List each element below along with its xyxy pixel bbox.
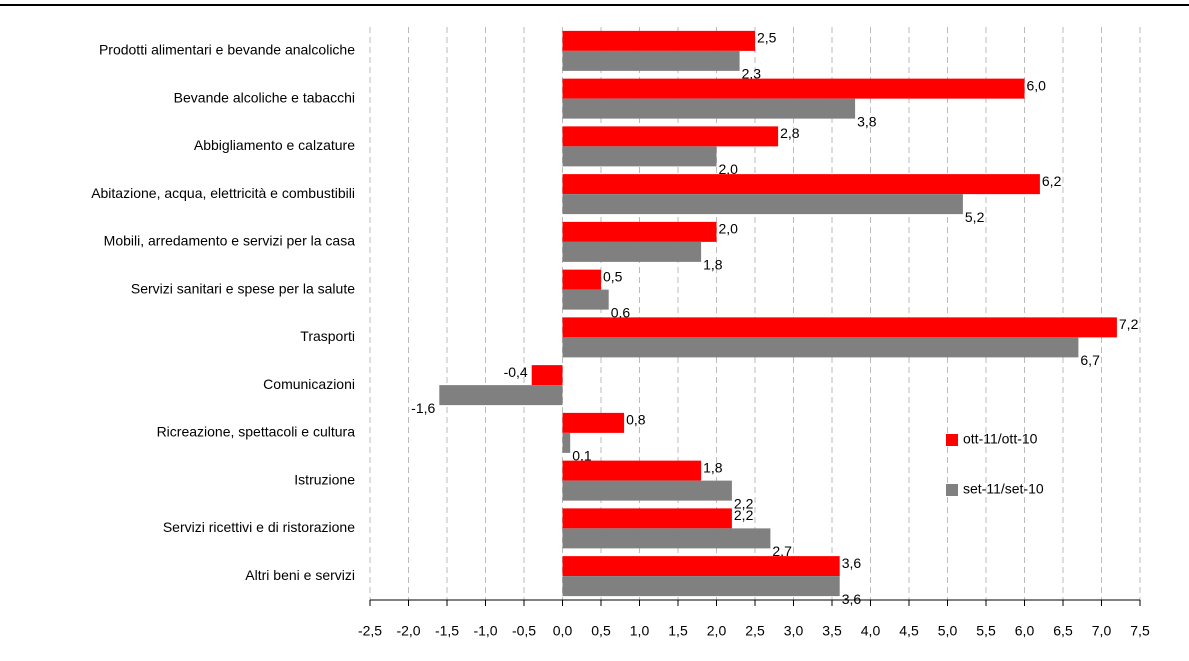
value-label: 6,0 [1027, 77, 1047, 93]
x-tick-label: 5,0 [938, 623, 958, 639]
value-label: 0,8 [626, 412, 646, 428]
category-label: Comunicazioni [263, 376, 355, 392]
value-label: 0,1 [572, 448, 592, 464]
category-label: Abitazione, acqua, elettricità e combust… [91, 185, 355, 201]
bar [562, 221, 717, 242]
x-tick-label: 7,0 [1092, 623, 1112, 639]
x-tick-label: 1,0 [630, 623, 650, 639]
bar [562, 337, 1079, 358]
x-tick-label: 7,5 [1130, 623, 1150, 639]
bar [562, 460, 702, 481]
category-label: Abbigliamento e calzature [194, 137, 355, 153]
value-label: 2,2 [734, 495, 754, 511]
value-label: 5,2 [965, 209, 985, 225]
bar [562, 556, 840, 577]
x-tick-label: 2,5 [745, 623, 765, 639]
value-label: 3,6 [842, 555, 862, 571]
bar [562, 174, 1040, 195]
category-label: Servizi ricettivi e di ristorazione [163, 519, 355, 535]
bar [562, 508, 732, 529]
bar [562, 317, 1117, 338]
x-tick-label: 3,5 [822, 623, 842, 639]
bar [562, 146, 717, 167]
value-label: 2,5 [757, 30, 777, 46]
category-label: Ricreazione, spettacoli e cultura [157, 424, 356, 440]
category-label: Bevande alcoliche e tabacchi [174, 89, 355, 105]
value-label: 1,8 [703, 459, 723, 475]
x-tick-label: 0,0 [553, 623, 573, 639]
x-tick-label: 6,0 [1015, 623, 1035, 639]
value-label: 2,0 [719, 161, 739, 177]
bar [562, 576, 840, 597]
legend-swatch [946, 484, 958, 496]
category-label: Prodotti alimentari e bevande analcolich… [99, 42, 355, 58]
bar [562, 78, 1025, 99]
bar [562, 289, 609, 310]
bar [562, 480, 732, 501]
bar [562, 432, 571, 453]
x-tick-label: -2,0 [396, 623, 420, 639]
value-label: 2,0 [719, 221, 739, 237]
x-tick-label: -2,5 [358, 623, 382, 639]
bar [562, 30, 755, 51]
x-tick-label: 3,0 [784, 623, 804, 639]
bar [562, 528, 771, 549]
x-tick-label: 5,5 [976, 623, 996, 639]
legend-label: set-11/set-10 [963, 481, 1044, 497]
x-tick-label: -1,5 [435, 623, 459, 639]
value-label: -1,6 [411, 400, 435, 416]
x-tick-label: -0,5 [512, 623, 536, 639]
bar [562, 126, 779, 147]
value-label: 3,6 [842, 591, 862, 607]
x-tick-label: -1,0 [473, 623, 497, 639]
bar [531, 365, 563, 386]
bar [562, 50, 740, 71]
category-label: Altri beni e servizi [245, 567, 355, 583]
value-label: 0,6 [611, 304, 631, 320]
value-label: 1,8 [703, 257, 723, 273]
value-label: 0,5 [603, 268, 623, 284]
value-label: 2,2 [734, 507, 754, 523]
legend-swatch [946, 434, 958, 446]
value-label: -0,4 [504, 364, 528, 380]
x-tick-label: 4,5 [899, 623, 919, 639]
bar [562, 194, 963, 215]
category-label: Trasporti [300, 328, 355, 344]
bar [562, 241, 702, 262]
x-tick-label: 2,0 [707, 623, 727, 639]
value-label: 7,2 [1119, 316, 1139, 332]
bar [562, 412, 625, 433]
bar [562, 98, 856, 119]
value-label: 6,7 [1080, 352, 1100, 368]
x-tick-label: 1,5 [668, 623, 688, 639]
value-label: 2,3 [742, 66, 762, 82]
value-label: 2,8 [780, 125, 800, 141]
legend-label: ott-11/ott-10 [963, 431, 1038, 447]
value-label: 3,8 [857, 113, 877, 129]
value-label: 6,2 [1042, 173, 1062, 189]
value-label: 2,7 [772, 543, 792, 559]
bar [439, 385, 563, 406]
x-tick-label: 6,5 [1053, 623, 1073, 639]
category-label: Mobili, arredamento e servizi per la cas… [104, 233, 356, 249]
category-label: Servizi sanitari e spese per la salute [131, 280, 355, 296]
x-tick-label: 4,0 [861, 623, 881, 639]
bar [562, 269, 601, 290]
category-label: Istruzione [294, 471, 355, 487]
x-tick-label: 0,5 [591, 623, 611, 639]
